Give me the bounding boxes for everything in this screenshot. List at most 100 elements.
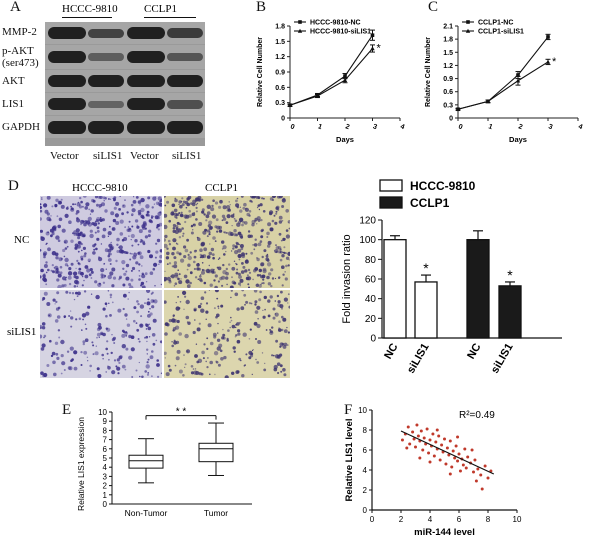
- x-tick-label: siLIS1: [489, 342, 516, 376]
- cell-speck: [124, 251, 128, 254]
- cell-speck: [40, 347, 45, 351]
- cell-speck: [131, 244, 134, 247]
- cell-speck: [281, 265, 285, 269]
- cell-speck: [235, 199, 238, 203]
- cell-speck: [191, 224, 194, 227]
- scatter-point: [411, 430, 415, 434]
- cell-speck: [57, 224, 61, 229]
- cell-speck: [221, 219, 224, 222]
- cell-speck: [258, 284, 262, 288]
- cell-speck: [115, 365, 118, 368]
- cell-speck: [196, 202, 199, 205]
- cell-speck: [201, 270, 205, 275]
- growth-chart-hccc: 0 0.3 0.6 0.9 1.2 1.5 1.8 0 1 2 3 4 Days Relative Cel…: [257, 20, 406, 145]
- cell-speck: [146, 340, 148, 343]
- cell-speck: [257, 318, 259, 320]
- cell-speck: [175, 325, 180, 330]
- cell-speck: [77, 236, 81, 240]
- data-point: [343, 74, 347, 78]
- cell-speck: [107, 254, 111, 258]
- cell-speck: [57, 239, 61, 242]
- cell-speck: [130, 203, 134, 207]
- cell-speck: [66, 350, 70, 353]
- cell-speck: [49, 339, 52, 343]
- cell-speck: [208, 290, 210, 291]
- cell-speck: [156, 223, 160, 228]
- cell-speck: [164, 276, 168, 281]
- cell-speck: [108, 198, 110, 200]
- cell-speck: [149, 254, 153, 259]
- cell-speck: [199, 275, 202, 278]
- cell-speck: [52, 298, 56, 302]
- cell-speck: [238, 282, 241, 286]
- cell-speck: [222, 270, 227, 275]
- cell-speck: [92, 199, 96, 203]
- band-pakt-1: [48, 51, 86, 63]
- cell-speck: [107, 235, 110, 237]
- cell-speck: [236, 307, 240, 311]
- cell-speck: [40, 206, 42, 209]
- cell-speck: [261, 352, 264, 354]
- cell-speck: [74, 243, 79, 248]
- cell-speck: [176, 349, 181, 354]
- cell-speck: [274, 354, 280, 359]
- scatter-point: [476, 467, 480, 471]
- cell-speck: [244, 221, 248, 225]
- cell-speck: [238, 275, 242, 279]
- cell-speck: [85, 202, 90, 207]
- cell-speck: [250, 200, 253, 203]
- band-mmp2-1: [48, 27, 86, 39]
- cell-speck: [54, 341, 59, 345]
- cell-speck: [72, 232, 74, 235]
- band-pakt-3: [127, 51, 165, 63]
- cell-speck: [153, 262, 158, 267]
- data-point: [287, 103, 293, 108]
- cell-speck: [136, 328, 140, 332]
- cell-speck: [125, 318, 128, 320]
- cell-speck: [83, 350, 88, 355]
- cell-speck: [187, 255, 192, 261]
- cell-speck: [287, 302, 289, 304]
- cell-speck: [265, 254, 269, 258]
- cell-speck: [135, 261, 139, 265]
- cell-speck: [284, 277, 288, 281]
- cell-speck: [174, 282, 178, 285]
- data-point: [370, 33, 375, 37]
- cell-speck: [167, 239, 171, 243]
- cell-speck: [181, 197, 184, 200]
- cell-speck: [128, 291, 130, 294]
- cell-speck: [273, 367, 278, 372]
- y-tick-label: 0: [449, 116, 453, 123]
- cell-speck: [164, 204, 167, 207]
- cell-speck: [269, 328, 272, 331]
- cell-speck: [201, 268, 204, 272]
- cell-speck: [139, 375, 141, 378]
- cell-speck: [185, 315, 190, 320]
- cell-speck: [160, 283, 162, 286]
- data-point: [342, 77, 348, 82]
- cell-speck: [241, 262, 244, 265]
- cell-speck: [278, 276, 281, 279]
- cell-speck: [104, 248, 109, 253]
- cell-speck: [76, 285, 78, 287]
- cell-speck: [238, 357, 242, 361]
- scatter-point: [416, 434, 420, 438]
- cell-speck: [164, 213, 168, 218]
- cell-speck: [210, 247, 215, 252]
- cell-speck: [73, 298, 76, 301]
- cell-speck: [269, 295, 273, 299]
- cell-speck: [160, 372, 162, 375]
- cell-speck: [96, 203, 99, 207]
- cell-speck: [254, 310, 259, 314]
- cell-speck: [109, 314, 112, 317]
- cell-speck: [225, 231, 228, 234]
- cell-speck: [137, 209, 142, 214]
- cell-speck: [224, 375, 229, 378]
- cell-speck: [88, 208, 91, 211]
- cell-speck: [174, 197, 177, 200]
- cell-speck: [172, 314, 175, 317]
- cell-speck: [141, 285, 146, 288]
- cell-speck: [111, 334, 113, 336]
- cell-speck: [43, 255, 46, 259]
